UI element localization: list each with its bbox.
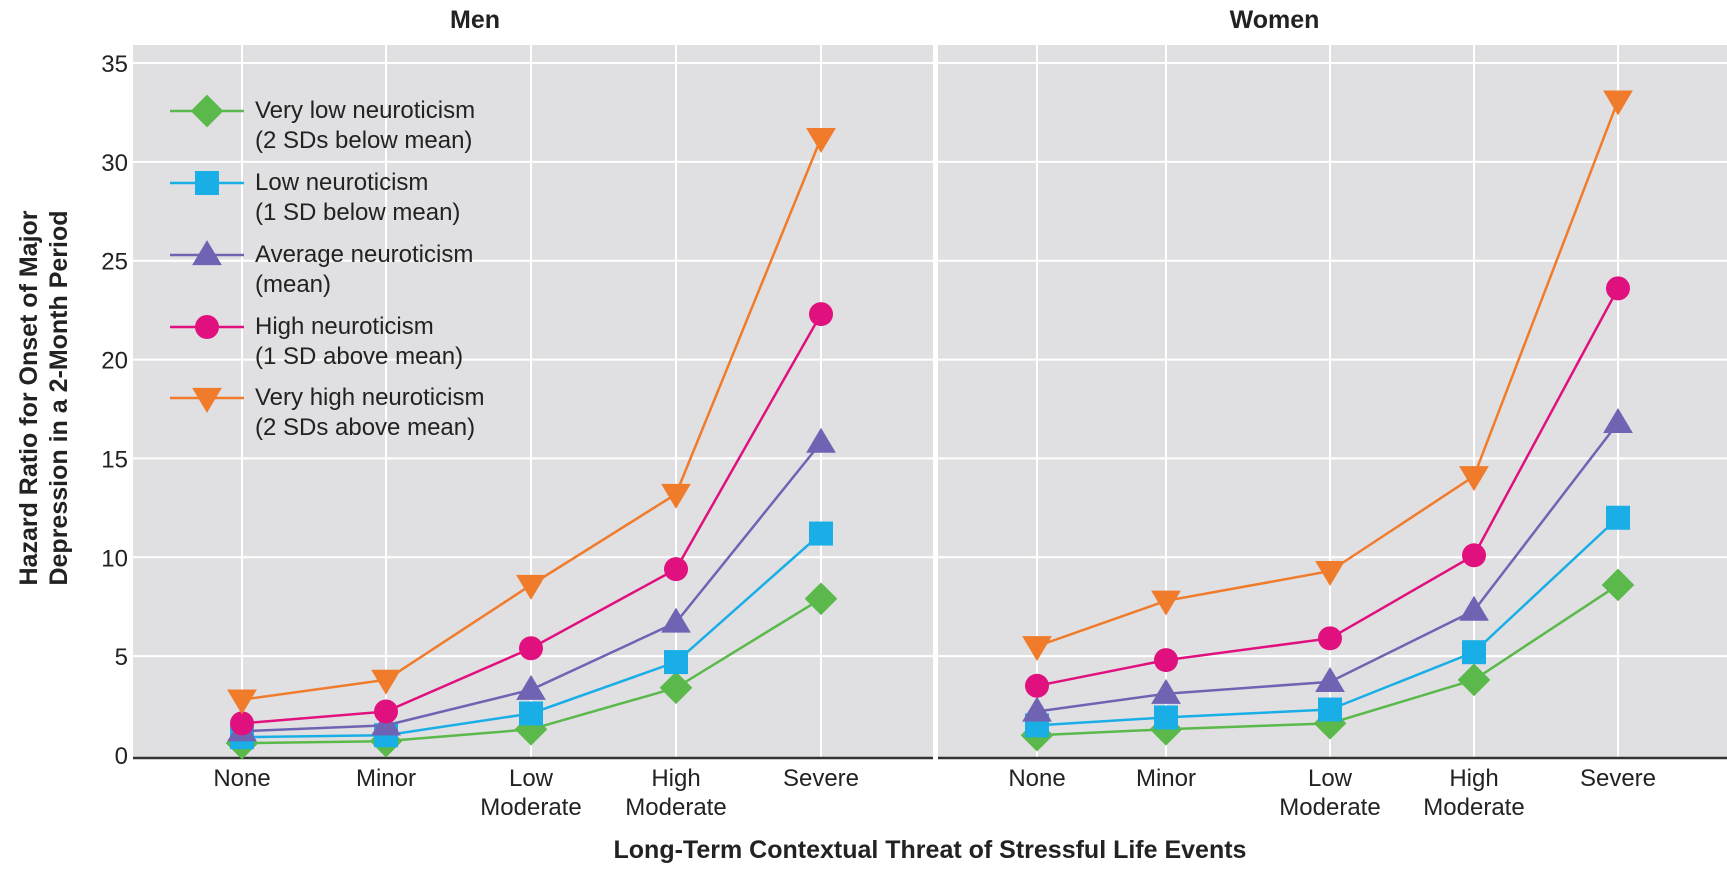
panel-0-series-3-point (230, 711, 254, 736)
legend-item-1-marker (195, 171, 219, 195)
panel-1-series-4-point (1151, 590, 1181, 616)
panel-1-series-3-point (1318, 626, 1342, 651)
panel-1-x-tick-label: Moderate (1279, 794, 1380, 821)
panel-0-series-4-point (371, 669, 401, 695)
panel-1-series-3-point (1462, 543, 1486, 568)
panel-0-series-4-point (806, 128, 836, 154)
panel-0-series-1-point (664, 650, 688, 675)
panel-0-series-3-point (519, 636, 543, 661)
panel-0-x-tick-label: Severe (783, 765, 859, 792)
panel-0-x-tick-label: High (651, 765, 700, 792)
panel-1-series-1-point (1606, 505, 1630, 530)
panel-1-x-tick-label: Minor (1136, 765, 1196, 792)
panel-1-x-tick-label: High (1449, 765, 1498, 792)
panel-0-series-3-point (664, 557, 688, 582)
panel-1-x-tick-label: Moderate (1423, 794, 1524, 821)
panel-0-series-2-point (516, 674, 546, 700)
panel-1-title: Women (1230, 6, 1320, 34)
legend-item-2-marker (192, 240, 222, 266)
legend-item-4-label: Very high neuroticism (255, 384, 484, 411)
panel-1-x-tick-label: Low (1308, 765, 1353, 792)
y-tick-label: 35 (101, 51, 128, 78)
panel-1-series-4-point (1315, 561, 1345, 587)
legend-item-4-label: (2 SDs above mean) (255, 414, 475, 441)
panel-0-series-1-point (519, 701, 543, 726)
panel-0-series-4-point (516, 574, 546, 600)
legend-item-2-label: Average neuroticism (255, 241, 473, 268)
panel-0-x-tick-label: Moderate (625, 794, 726, 821)
legend-item-1-label: Low neuroticism (255, 169, 428, 196)
legend-item-1-label: (1 SD below mean) (255, 199, 460, 226)
panel-1-series-4-point (1603, 90, 1633, 116)
panel-1-x-tick-label: Severe (1580, 765, 1656, 792)
panel-0-series-0-point (514, 712, 548, 746)
panel-0-series-4-point (661, 483, 691, 509)
y-axis-title: Hazard Ratio for Onset of Major (15, 210, 43, 585)
y-tick-label: 5 (115, 644, 128, 671)
panel-1-plot-area (938, 45, 1727, 758)
panel-0-series-2-point (806, 427, 836, 453)
panel-0-x-tick-label: None (213, 765, 270, 792)
panel-1-series-3-point (1606, 276, 1630, 301)
legend-item-0-marker (190, 94, 224, 128)
panel-1-series-3-point (1025, 673, 1049, 698)
panel-0-title: Men (450, 6, 500, 34)
legend-item-3-label: High neuroticism (255, 313, 434, 340)
legend-item-3-label: (1 SD above mean) (255, 343, 463, 370)
y-tick-label: 20 (101, 348, 128, 375)
panel-1-series-1-point (1318, 697, 1342, 722)
panel-1-series-3-point (1154, 648, 1178, 673)
y-axis-title: Depression in a 2-Month Period (45, 210, 73, 585)
panel-0-x-tick-label: Moderate (480, 794, 581, 821)
panel-1-series-4-point (1459, 466, 1489, 492)
panel-1-series-1-point (1154, 705, 1178, 730)
y-tick-label: 15 (101, 446, 128, 473)
panel-1-series-0-point (1457, 663, 1491, 697)
panel-0-series-3-point (809, 302, 833, 327)
panel-1-series-2-point (1459, 595, 1489, 621)
panel-0-series-4-point (227, 689, 257, 715)
legend-item-4-marker (192, 387, 222, 413)
y-tick-label: 10 (101, 545, 128, 572)
panel-1-series-2-point (1603, 407, 1633, 433)
legend-item-0-label: Very low neuroticism (255, 97, 475, 124)
panel-0-series-0-point (659, 671, 693, 705)
panel-1-series-0-point (1601, 568, 1635, 602)
panel-0-x-tick-label: Low (509, 765, 554, 792)
panel-1-series-2-point (1151, 678, 1181, 704)
x-axis-title: Long-Term Contextual Threat of Stressful… (614, 836, 1247, 864)
panel-1-series-2-point (1022, 696, 1052, 722)
panel-0-x-tick-label: Minor (356, 765, 416, 792)
y-tick-label: 25 (101, 249, 128, 276)
panel-1-series-2-point (1315, 666, 1345, 692)
legend-item-3-marker (195, 315, 219, 339)
panel-0-series-1-point (809, 521, 833, 546)
y-tick-label: 0 (115, 743, 128, 770)
panel-0-series-0-point (804, 582, 838, 616)
panel-1-series-4-point (1022, 636, 1052, 662)
y-tick-label: 30 (101, 150, 128, 177)
legend-item-0-label: (2 SDs below mean) (255, 127, 472, 154)
panel-1-series-1-point (1462, 640, 1486, 665)
panel-1-x-tick-label: None (1008, 765, 1065, 792)
panel-0-series-3-point (374, 699, 398, 724)
legend-item-2-label: (mean) (255, 271, 331, 298)
panel-0-series-2-point (661, 607, 691, 633)
